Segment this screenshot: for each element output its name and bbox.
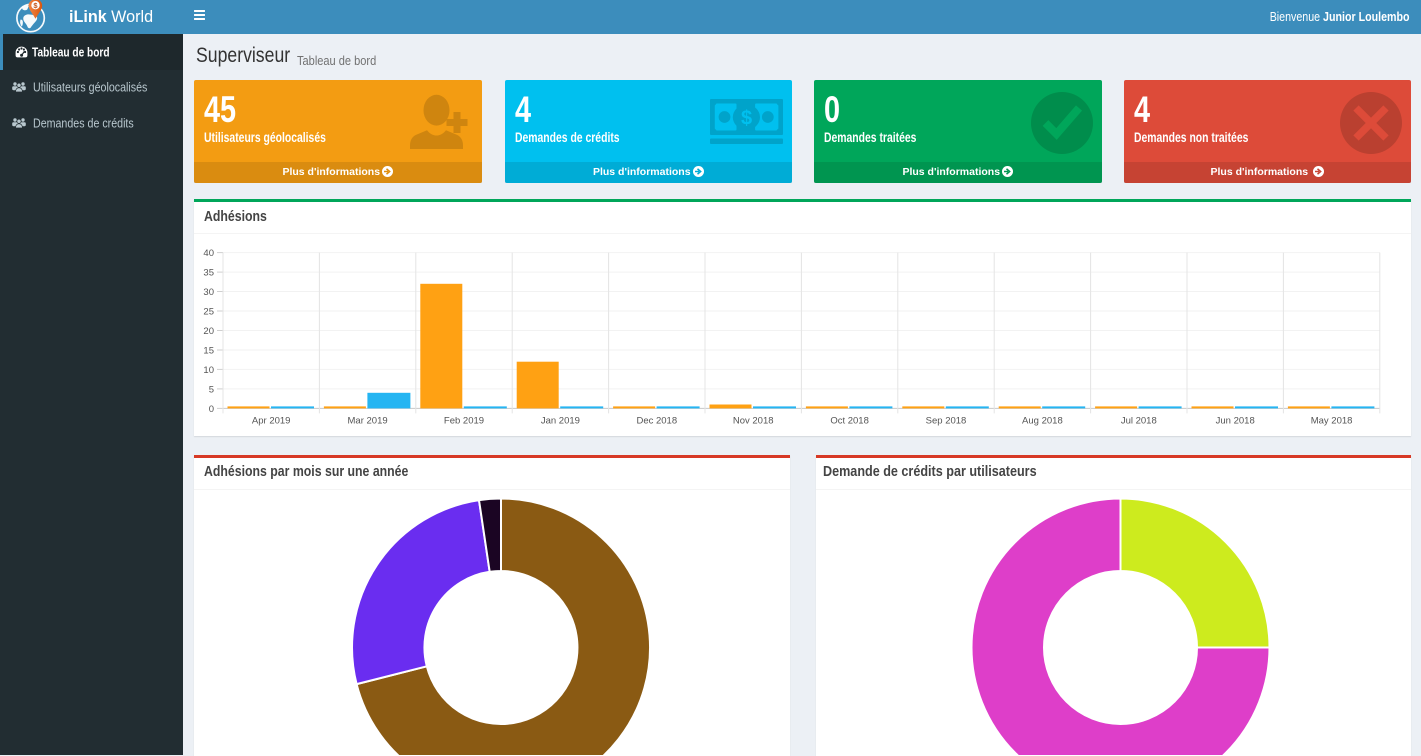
- svg-text:Aug 2018: Aug 2018: [1022, 415, 1063, 426]
- svg-text:Feb 2019: Feb 2019: [444, 415, 484, 426]
- svg-text:30: 30: [203, 287, 214, 298]
- svg-text:15: 15: [203, 346, 214, 357]
- svg-text:35: 35: [203, 268, 214, 279]
- svg-text:Dec 2018: Dec 2018: [636, 415, 677, 426]
- svg-text:May 2018: May 2018: [1311, 415, 1353, 426]
- svg-text:Mar 2019: Mar 2019: [348, 415, 388, 426]
- svg-text:20: 20: [203, 326, 214, 337]
- svg-text:5: 5: [209, 384, 214, 395]
- svg-text:Nov 2018: Nov 2018: [733, 415, 774, 426]
- svg-text:40: 40: [203, 248, 214, 259]
- svg-text:25: 25: [203, 307, 214, 318]
- svg-text:10: 10: [203, 365, 214, 376]
- svg-text:Oct 2018: Oct 2018: [830, 415, 869, 426]
- svg-text:Sep 2018: Sep 2018: [926, 415, 967, 426]
- svg-text:Apr 2019: Apr 2019: [252, 415, 291, 426]
- svg-text:$: $: [741, 107, 752, 129]
- svg-text:Jun 2018: Jun 2018: [1216, 415, 1255, 426]
- svg-text:$: $: [33, 1, 38, 10]
- svg-text:Jul 2018: Jul 2018: [1121, 415, 1157, 426]
- svg-text:0: 0: [209, 404, 214, 415]
- svg-text:Jan 2019: Jan 2019: [541, 415, 580, 426]
